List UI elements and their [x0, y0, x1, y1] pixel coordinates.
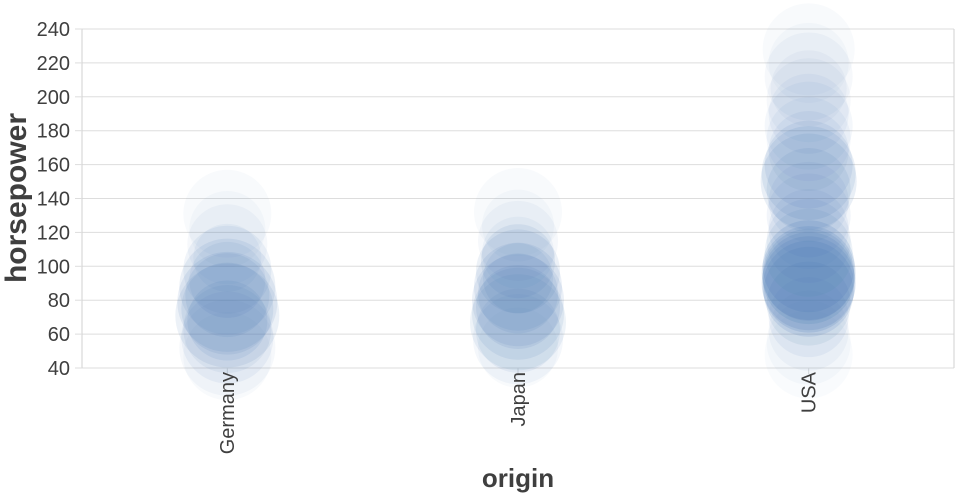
bubble [768, 161, 849, 242]
bubble [183, 225, 272, 314]
bubble [764, 208, 853, 297]
bubble [768, 73, 849, 154]
x-axis-title: origin [482, 463, 554, 493]
bubble [761, 126, 856, 221]
bubble [183, 285, 272, 374]
bubble [476, 264, 560, 349]
bubble [483, 243, 553, 314]
bubble [766, 261, 851, 346]
bubble [482, 216, 554, 289]
bubble [187, 204, 268, 285]
bubble [766, 148, 851, 233]
bubble [478, 200, 558, 281]
y-tick-label: 180 [37, 121, 70, 143]
bubble [762, 240, 855, 333]
bubble [761, 236, 856, 331]
bubble [187, 280, 268, 361]
bubble [766, 58, 851, 143]
bubble [478, 307, 558, 388]
y-axis-title: horsepower [0, 113, 33, 283]
bubble [193, 223, 262, 292]
bubble [183, 312, 272, 401]
bubble [181, 291, 274, 384]
bubble [768, 111, 849, 192]
bubble [762, 228, 855, 321]
bubble [766, 198, 851, 283]
bubble [762, 232, 855, 325]
bubble [476, 229, 560, 314]
bubble [181, 262, 274, 355]
bubble [481, 224, 555, 299]
bubble [474, 168, 562, 257]
bubble [766, 173, 851, 258]
bubble [770, 50, 847, 127]
bubble [768, 22, 849, 103]
bubble [766, 300, 851, 385]
y-tick-label: 220 [37, 53, 70, 75]
bubble-group [175, 3, 857, 401]
bubble [175, 263, 280, 368]
y-tick-label: 160 [37, 155, 70, 177]
bubble [761, 226, 856, 321]
y-axis-tick-labels: 40 60 80 100 120 140 160 180 200 220 240 [37, 19, 70, 380]
y-tick-label: 40 [48, 358, 70, 380]
bubble [185, 253, 270, 338]
y-tick-label: 240 [37, 19, 70, 41]
y-tick-label: 80 [48, 290, 70, 312]
y-tick-label: 60 [48, 324, 70, 346]
bubble [474, 242, 562, 331]
x-tick-label: USA [798, 371, 820, 413]
bubble [189, 191, 266, 268]
y-tick-label: 100 [37, 256, 70, 278]
x-axis-tick-labels: Germany Japan USA [217, 371, 820, 454]
bubble [470, 274, 566, 371]
bubble [768, 189, 849, 270]
bubble [760, 133, 857, 230]
bubble [764, 32, 853, 121]
bubble [764, 81, 853, 170]
bubble [768, 290, 849, 371]
bubble [472, 254, 564, 347]
bubble [177, 251, 278, 352]
bubble [473, 294, 563, 385]
bubble [472, 267, 564, 360]
bubble [762, 220, 855, 313]
y-tick-label: 140 [37, 189, 70, 211]
bubble [766, 97, 851, 182]
bubble [763, 246, 854, 337]
gridline-group [82, 28, 954, 369]
tick-mark-group [75, 28, 810, 374]
bubble [179, 238, 276, 335]
bubble [768, 277, 849, 358]
bubble [179, 299, 276, 396]
y-tick-label: 200 [37, 87, 70, 109]
bubble [476, 288, 560, 373]
bubble [189, 241, 266, 318]
bubble [764, 120, 853, 209]
bubble [183, 169, 272, 258]
bubble [478, 253, 558, 334]
y-tick-label: 120 [37, 222, 70, 244]
bubble [482, 189, 554, 262]
x-tick-label: Germany [217, 372, 239, 454]
bubble [762, 3, 855, 96]
x-tick-label: Japan [508, 372, 530, 427]
